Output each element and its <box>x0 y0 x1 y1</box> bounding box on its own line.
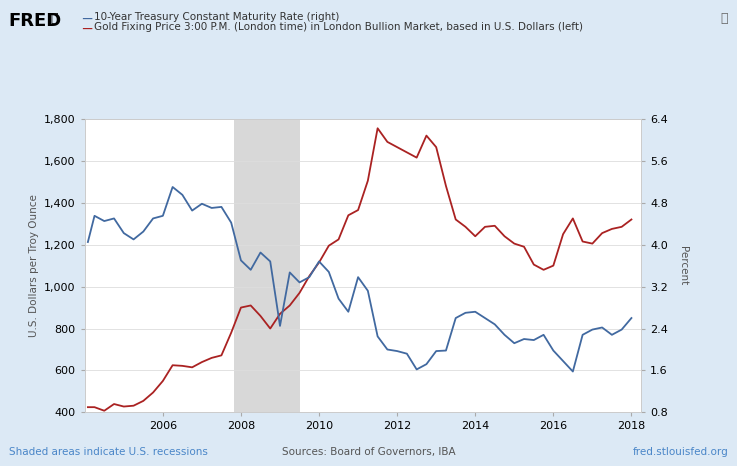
Text: Sources: Board of Governors, IBA: Sources: Board of Governors, IBA <box>282 447 455 457</box>
Text: fred.stlouisfed.org: fred.stlouisfed.org <box>632 447 728 457</box>
Text: ─: ─ <box>83 12 91 27</box>
Y-axis label: U.S. Dollars per Troy Ounce: U.S. Dollars per Troy Ounce <box>29 194 38 337</box>
Bar <box>234 119 299 412</box>
Text: 10-Year Treasury Constant Maturity Rate (right): 10-Year Treasury Constant Maturity Rate … <box>94 12 340 21</box>
Text: FRED: FRED <box>9 12 62 30</box>
Text: ─: ─ <box>83 22 91 37</box>
Text: Shaded areas indicate U.S. recessions: Shaded areas indicate U.S. recessions <box>9 447 208 457</box>
Text: Gold Fixing Price 3:00 P.M. (London time) in London Bullion Market, based in U.S: Gold Fixing Price 3:00 P.M. (London time… <box>94 22 584 32</box>
Y-axis label: Percent: Percent <box>677 246 688 285</box>
Text: ⛶: ⛶ <box>721 12 728 25</box>
Text: 📈: 📈 <box>50 12 57 25</box>
